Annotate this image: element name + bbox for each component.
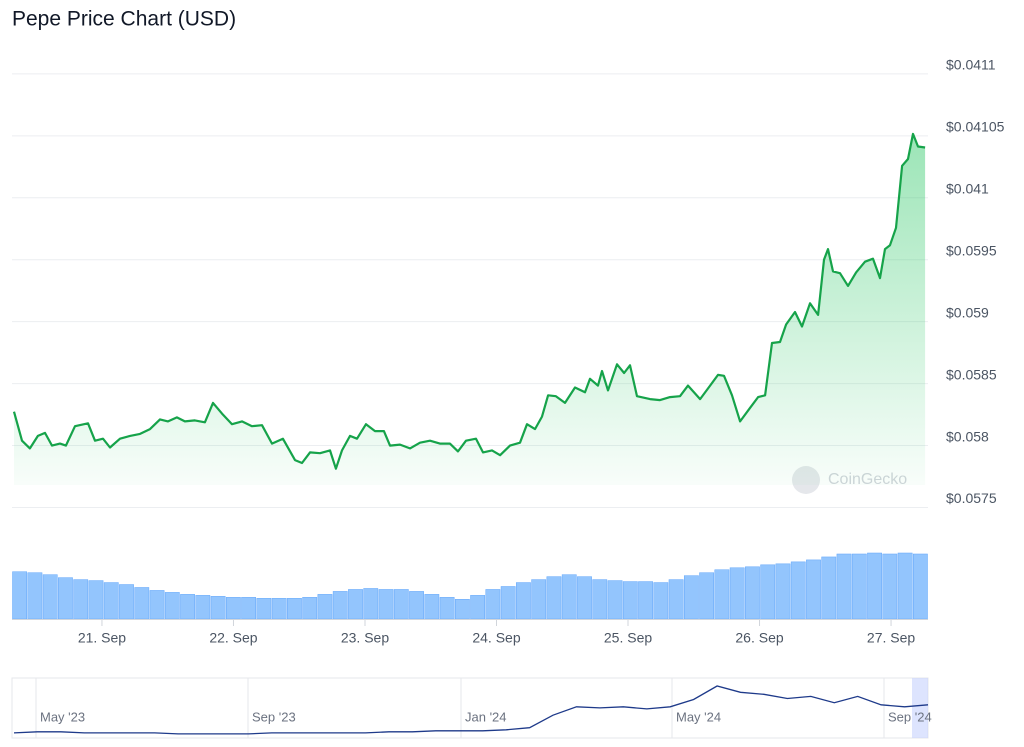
x-tick-label: 22. Sep [209,630,257,646]
volume-bar [821,556,837,620]
volume-bar [302,597,318,620]
volume-bar [546,576,562,620]
volume-bar [424,594,440,620]
volume-bar [607,580,623,620]
x-tick-label: 25. Sep [604,630,652,646]
volume-bar [745,566,760,620]
volume-bar [332,591,348,620]
volume-bar [775,563,791,620]
volume-bar [683,575,699,620]
volume-bar [256,598,272,620]
volume-bar [393,589,409,620]
x-tick-label: 26. Sep [735,630,783,646]
price-line [12,132,926,470]
navigator-window[interactable] [912,678,928,738]
volume-bar [806,559,821,620]
volume-bar [577,576,592,620]
y-tick-label: $0.04105 [946,119,1005,135]
volume-bar [409,591,424,620]
y-tick-label: $0.0411 [946,57,996,73]
volume-bar [73,579,89,620]
volume-bar [516,582,531,620]
y-tick-label: $0.0585 [946,366,997,382]
volume-bar [668,579,684,620]
volume-bar [164,592,180,620]
volume-bar [714,569,730,620]
volume-bar [210,596,226,620]
navigator-line [13,685,929,735]
volume-bar [638,581,653,620]
navigator-label: May '23 [40,709,85,724]
volume-bar [348,589,363,620]
volume-bar [363,588,379,620]
volume-bar [58,577,73,620]
volume-bar [836,553,852,620]
volume-bar [912,553,928,620]
x-tick-label: 23. Sep [341,630,389,646]
x-tick-label: 27. Sep [867,630,915,646]
volume-bar [531,579,547,620]
volume-bar [317,594,333,620]
volume-bar [195,595,211,620]
volume-bar [42,574,58,620]
volume-bar [180,594,195,620]
y-tick-label: $0.058 [946,428,989,444]
x-tick-label: 24. Sep [472,630,520,646]
volume-bar [149,590,165,620]
volume-bar [897,552,913,620]
volume-bar [760,564,776,620]
navigator-label: Sep '24 [888,709,932,724]
volume-bar [271,598,287,620]
volume-bar [241,597,257,620]
x-tick-label: 21. Sep [78,630,126,646]
volume-bar [561,574,577,620]
volume-bar [27,572,43,620]
navigator-label: May '24 [676,709,721,724]
volume-bar [287,598,302,620]
volume-bar [134,587,150,620]
volume-bar [653,582,669,620]
volume-bar [790,561,806,620]
volume-bar [88,580,104,620]
volume-bar [622,581,638,620]
volume-bar [867,552,882,620]
y-tick-label: $0.0595 [946,242,997,258]
chart-title: Pepe Price Chart (USD) [12,8,236,31]
volume-bar [470,595,486,620]
volume-bar [378,589,394,620]
y-tick-label: $0.0575 [946,490,997,506]
volume-bar [699,572,715,620]
volume-bar [851,553,867,620]
volume-bar [882,553,898,620]
volume-bar [592,579,608,620]
area [13,133,926,485]
volume-bar [103,582,119,620]
volume-bar [12,571,28,620]
navigator-frame [11,677,929,739]
y-tick-label: $0.059 [946,304,989,320]
volume-bar [225,597,241,620]
volume-bar [439,597,455,620]
volume-bar [454,599,470,620]
volume-bar [485,589,501,620]
volume-bar [500,586,516,620]
volume-bar [729,567,745,620]
volume-bar [119,584,134,620]
navigator-label: Sep '23 [252,709,296,724]
navigator-label: Jan '24 [465,709,507,724]
y-tick-label: $0.041 [946,180,989,196]
